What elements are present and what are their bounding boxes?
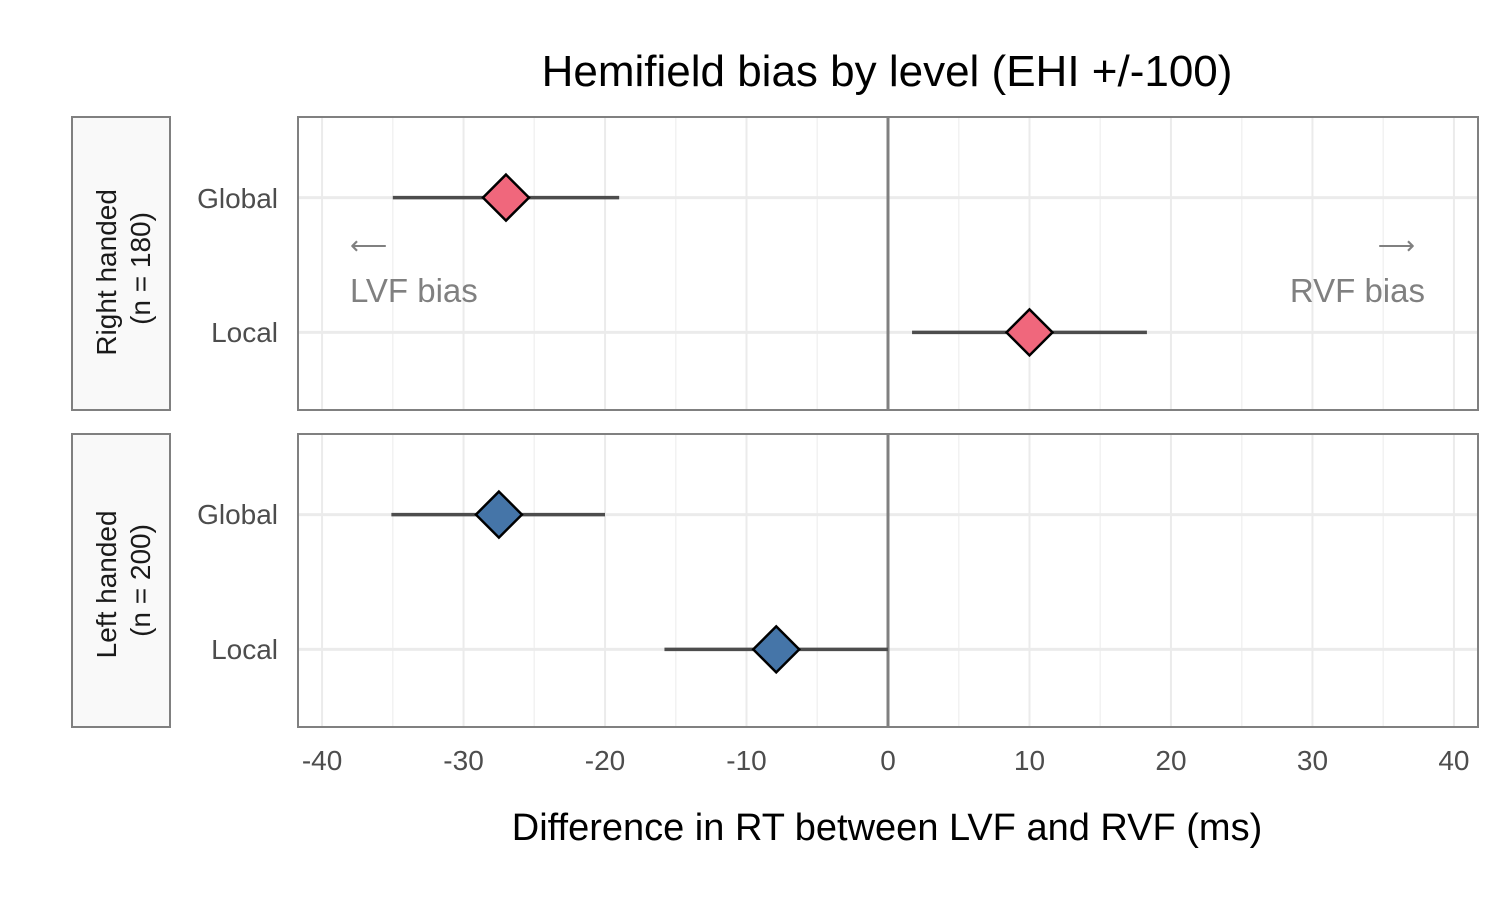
x-axis-label: Difference in RT between LVF and RVF (ms… — [512, 807, 1262, 849]
xtick-label: -10 — [726, 745, 766, 776]
panel-border-left — [297, 433, 1479, 728]
strip-right-handed-label: Right handed (n = 180) — [91, 181, 156, 355]
xtick-label: 20 — [1155, 745, 1186, 776]
point-right-global — [481, 172, 531, 223]
xtick-label: 0 — [880, 745, 896, 776]
marks-left — [391, 489, 888, 675]
chart-title: Hemifield bias by level (EHI +/-100) — [542, 47, 1233, 96]
ytick-left-global: Global — [197, 499, 278, 530]
strip-left-handed — [71, 433, 171, 728]
xtick-label: 40 — [1438, 745, 1469, 776]
xtick-label: -30 — [443, 745, 483, 776]
strip-right-handed — [71, 116, 171, 411]
point-left-local — [751, 624, 801, 675]
xtick-label: -20 — [585, 745, 625, 776]
lvf-bias-label: LVF bias — [350, 272, 478, 309]
point-right-local — [1004, 307, 1055, 358]
panel-right-handed: Right handed (n = 180) ⟵ LVF bias ⟶ RVF … — [71, 116, 1479, 411]
rvf-bias-label: RVF bias — [1290, 272, 1425, 309]
panel-border-right — [297, 116, 1479, 411]
xtick-label: -40 — [302, 745, 342, 776]
x-axis: -40 -30 -20 -10 0 10 20 30 40 — [302, 745, 1470, 776]
xtick-label: 30 — [1297, 745, 1328, 776]
lvf-arrow: ⟵ — [350, 230, 387, 260]
strip-left-handed-line2: (n = 200) — [125, 524, 156, 637]
strip-left-handed-label: Left handed (n = 200) — [91, 503, 156, 659]
ytick-right-local: Local — [211, 317, 278, 348]
xtick-label: 10 — [1014, 745, 1045, 776]
strip-right-handed-line1: Right handed — [91, 189, 122, 356]
point-left-global — [474, 489, 524, 540]
strip-right-handed-line2: (n = 180) — [125, 212, 156, 325]
rvf-arrow: ⟶ — [1378, 230, 1415, 260]
marks-right — [392, 172, 1147, 358]
ytick-left-local: Local — [211, 634, 278, 665]
panel-left-handed: Left handed (n = 200) Global Local — [71, 433, 1479, 728]
ytick-right-global: Global — [197, 183, 278, 214]
strip-left-handed-line1: Left handed — [91, 510, 122, 658]
